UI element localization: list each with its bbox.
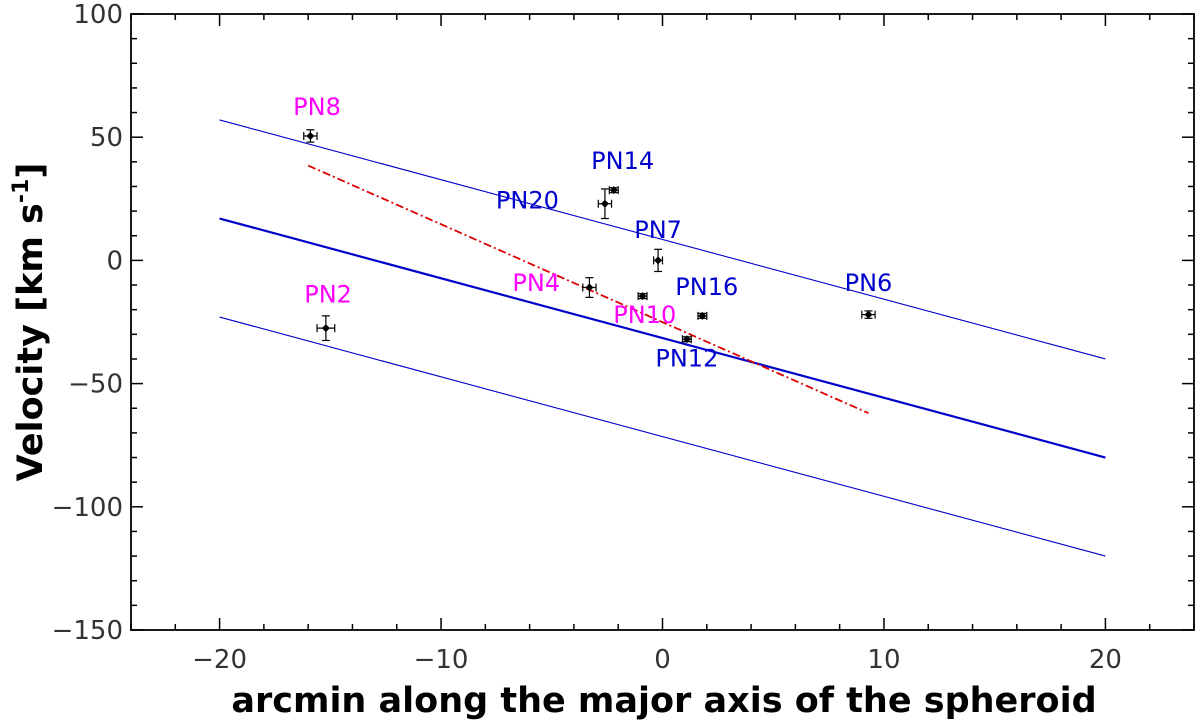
point-label-pn8: PN8 <box>293 93 341 121</box>
data-point-pn4 <box>582 277 597 298</box>
x-tick-label: −20 <box>192 645 247 675</box>
x-tick-label: 0 <box>654 645 671 675</box>
y-tick-label: −150 <box>52 616 123 646</box>
x-tick-label: −10 <box>414 645 469 675</box>
marker-pn12 <box>682 335 691 344</box>
point-label-pn12: PN12 <box>655 344 718 372</box>
y-axis-label-prefix: Velocity [km s <box>11 203 51 481</box>
x-axis-label: arcmin along the major axis of the spher… <box>231 681 1096 721</box>
x-tick-label: 20 <box>1089 645 1122 675</box>
data-point-pn12 <box>681 335 692 344</box>
marker-pn8 <box>306 131 315 140</box>
fit-line-2 <box>219 119 1106 360</box>
data-point-pn2 <box>316 315 336 342</box>
y-tick-label: 0 <box>106 246 123 276</box>
y-tick-label: 50 <box>90 123 123 153</box>
point-label-pn4: PN4 <box>512 269 560 297</box>
point-label-pn16: PN16 <box>675 273 738 301</box>
y-axis-label: Velocity [km s-1] <box>9 163 51 482</box>
x-tick-label: 10 <box>867 645 900 675</box>
data-point-pn16 <box>697 311 708 320</box>
y-axis-label-superscript: -1 <box>9 179 34 203</box>
marker-pn4 <box>585 283 594 292</box>
point-label-pn7: PN7 <box>634 216 682 244</box>
data-point-pn14 <box>608 186 619 195</box>
fit-lines <box>219 119 1106 557</box>
marker-pn10 <box>638 292 647 301</box>
marker-pn6 <box>864 310 873 319</box>
data-point-pn8 <box>303 129 318 143</box>
marker-pn2 <box>321 324 330 333</box>
y-tick-label: −100 <box>52 493 123 523</box>
data-points <box>303 129 876 344</box>
y-axis-label-suffix: ] <box>11 163 51 179</box>
data-point-pn6 <box>861 310 876 319</box>
fit-line-3 <box>219 316 1106 557</box>
marker-pn20 <box>600 199 609 208</box>
point-label-pn6: PN6 <box>845 269 893 297</box>
marker-pn14 <box>609 186 618 195</box>
y-tick-label: 100 <box>73 0 123 30</box>
fit-line-1 <box>219 217 1106 459</box>
point-label-pn10: PN10 <box>613 301 676 329</box>
point-label-pn20: PN20 <box>496 187 559 215</box>
tick-marks <box>130 13 1195 631</box>
y-tick-label: −50 <box>68 370 123 400</box>
point-label-pn14: PN14 <box>591 147 654 175</box>
point-label-pn2: PN2 <box>304 280 352 308</box>
data-point-pn20 <box>597 188 613 220</box>
data-point-pn7 <box>653 248 664 273</box>
data-point-pn10 <box>637 292 648 301</box>
marker-pn16 <box>698 311 707 320</box>
marker-pn7 <box>654 256 663 265</box>
